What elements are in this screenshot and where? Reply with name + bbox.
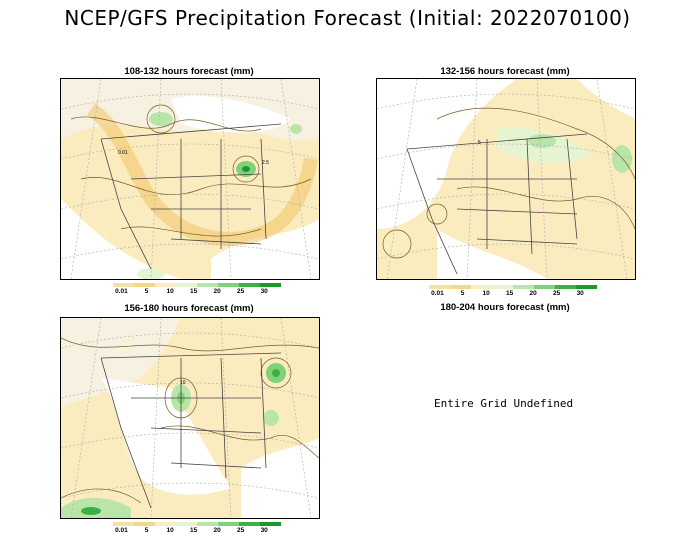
contour-label: 2.5 [262,160,269,166]
legend-tick: 0.01 [115,288,128,295]
legend-tick: 15 [506,290,514,297]
precip-legend-2: 0.01 5 10 15 20 25 30 [429,285,597,297]
legend-tick: 5 [144,527,149,534]
contour-label: 10 [180,380,186,386]
legend-tick: 10 [166,527,174,534]
panel-3-title: 156-180 hours forecast (mm) [124,303,254,314]
legend-tick: 5 [144,288,149,295]
legend-tick: 10 [166,288,174,295]
legend-tick: 10 [482,290,490,297]
legend-tick: 25 [237,288,245,295]
precip-legend-3: 0.01 5 10 15 20 25 30 [113,522,281,534]
panel-4-title: 180-204 hours forecast (mm) [440,302,570,313]
chart-title: NCEP/GFS Precipitation Forecast (Initial… [64,6,631,30]
legend-tick: 15 [190,288,198,295]
precip-legend-1: 0.01 5 10 15 20 25 30 [113,283,281,295]
legend-tick: 25 [553,290,561,297]
contour-label: 5 [478,140,481,146]
legend-tick: 30 [260,288,268,295]
legend-tick: 25 [237,527,245,534]
panel-2-title: 132-156 hours forecast (mm) [440,66,570,77]
panel-1-title: 108-132 hours forecast (mm) [124,66,254,77]
legend-tick: 20 [213,288,221,295]
legend-tick: 5 [460,290,465,297]
precip-map-132-156 [376,78,636,280]
legend-tick: 20 [213,527,221,534]
precip-map-156-180 [60,317,320,519]
precip-map-graphic [61,79,319,279]
legend-tick: 20 [529,290,537,297]
legend-tick: 30 [260,527,268,534]
legend-tick: 0.01 [431,290,444,297]
legend-tick: 15 [190,527,198,534]
legend-tick: 30 [576,290,584,297]
precip-map-graphic [61,318,319,518]
precip-map-108-132 [60,78,320,280]
contour-label: 0.01 [118,150,128,156]
undefined-grid-message: Entire Grid Undefined [434,397,574,410]
precip-map-graphic [377,79,635,279]
legend-tick: 0.01 [115,527,128,534]
